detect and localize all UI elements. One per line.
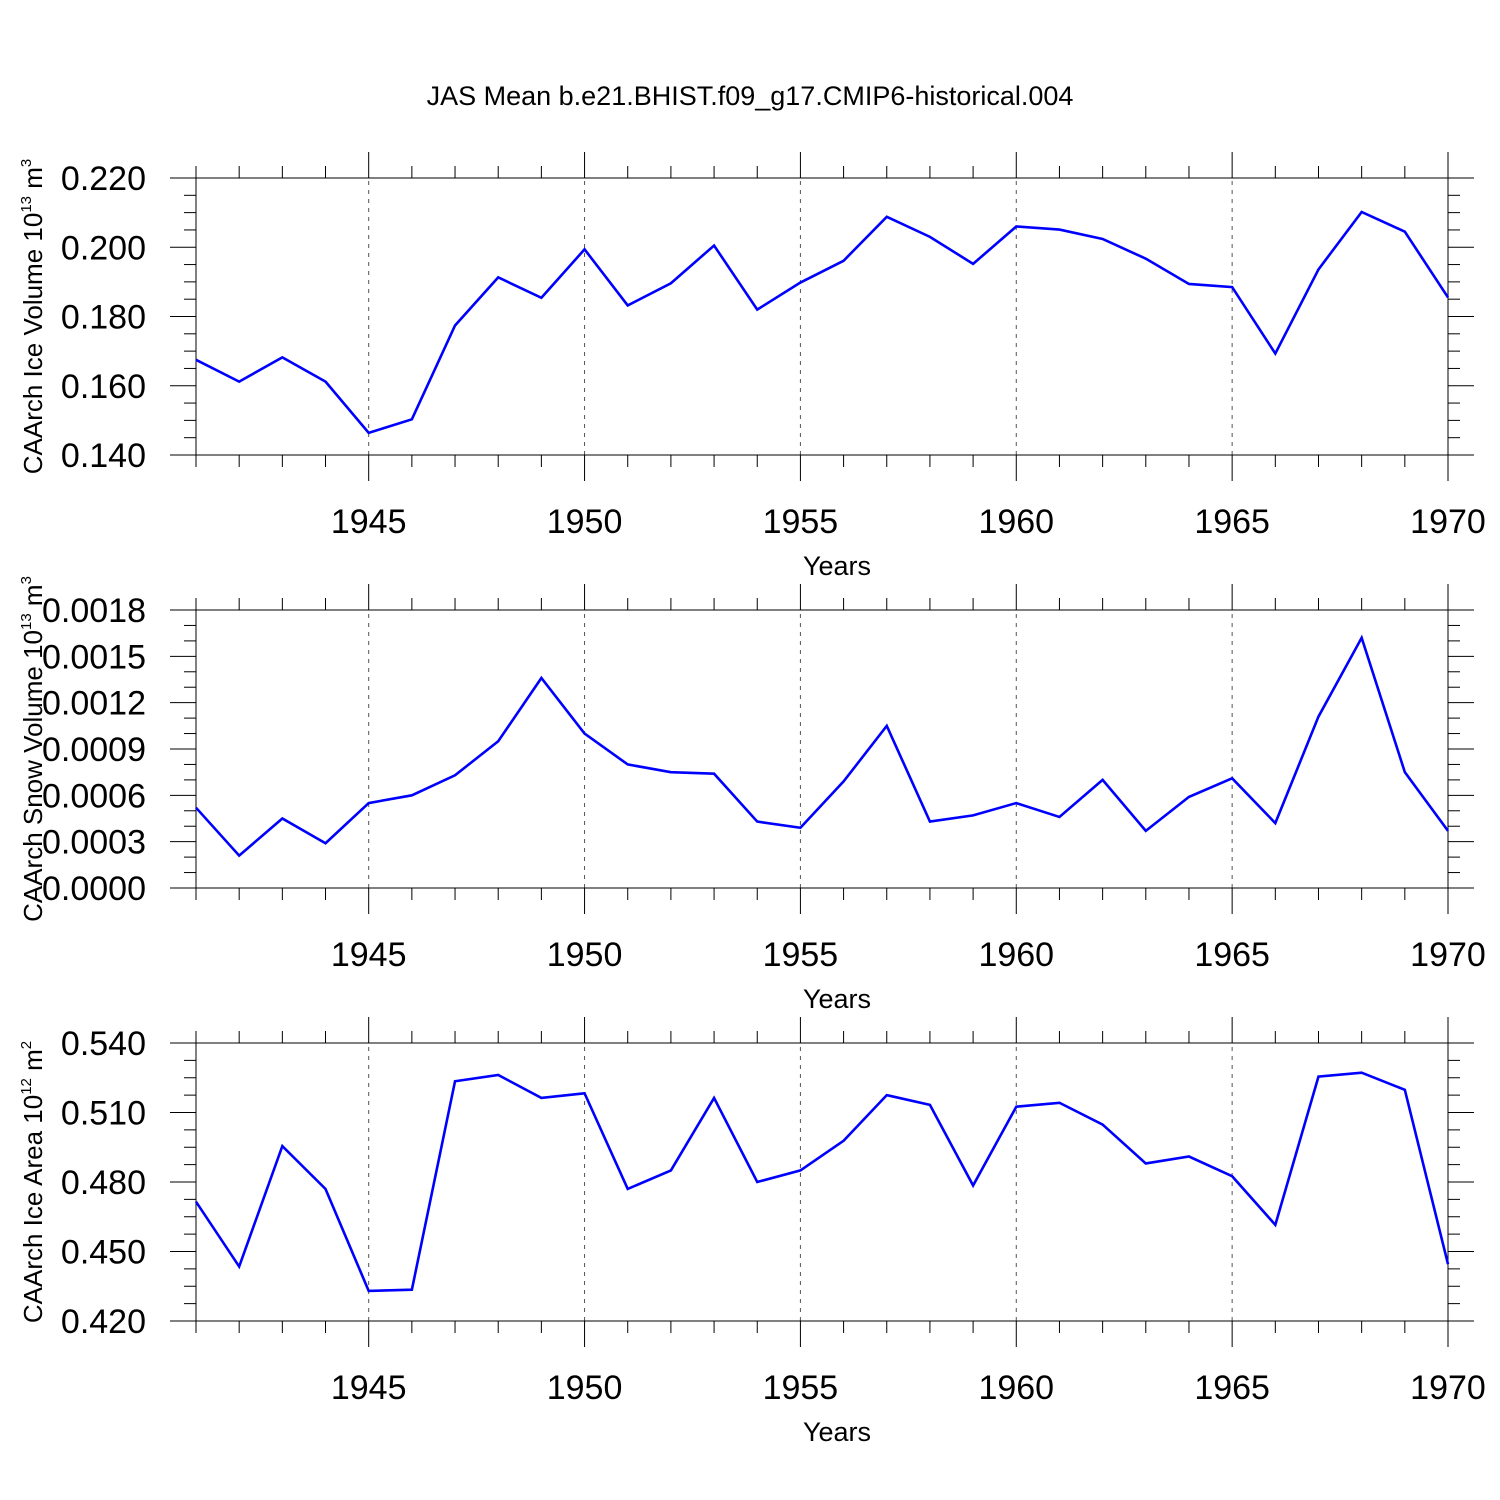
y-tick-label: 0.0012 bbox=[42, 685, 146, 723]
x-tick-label-1945: 1945 bbox=[331, 936, 407, 974]
x-tick-label-1970: 1970 bbox=[1410, 936, 1486, 974]
x-tick-label-1965: 1965 bbox=[1194, 936, 1270, 974]
panels: 1945 1950 1955 1960 1965 1970 0.140 0.160 0.180 0… bbox=[18, 152, 1486, 1447]
x-tick-label-1965: 1965 bbox=[1194, 1369, 1270, 1407]
y-tick-label: 0.140 bbox=[61, 437, 146, 475]
y-axis-label-unit-exponent: 3 bbox=[18, 576, 35, 584]
y-tick-label: 0.450 bbox=[61, 1234, 146, 1272]
y-axis-label-unit: m bbox=[18, 584, 48, 613]
x-tick-label-1950: 1950 bbox=[547, 503, 623, 541]
y-tick-label: 0.160 bbox=[61, 368, 146, 406]
y-axis-label: CAArch Ice Area 1012 m2 bbox=[18, 1041, 48, 1323]
x-axis-label: Years bbox=[803, 984, 871, 1014]
x-tick-label-1970: 1970 bbox=[1410, 503, 1486, 541]
y-axis-label: CAArch Snow Volume 1013 m3 bbox=[18, 576, 48, 922]
panel-1: 1945 1950 1955 1960 1965 1970 0.140 0.160 0.180 0… bbox=[18, 152, 1486, 581]
y-tick-label: 0.180 bbox=[61, 299, 146, 337]
series-line-1 bbox=[194, 1071, 1450, 1293]
y-axis-label: CAArch Ice Volume 1013 m3 bbox=[18, 159, 48, 475]
y-tick-label: 0.200 bbox=[61, 229, 146, 267]
y-axis-label-unit-exponent: 2 bbox=[18, 1041, 35, 1049]
x-tick-label-1960: 1960 bbox=[978, 936, 1054, 974]
x-axis-label: Years bbox=[803, 551, 871, 581]
y-axis-label-unit-exponent: 3 bbox=[18, 159, 35, 167]
x-tick-label-1965: 1965 bbox=[1194, 503, 1270, 541]
y-tick-label: 0.0000 bbox=[42, 870, 146, 908]
series-line-1 bbox=[195, 634, 1450, 858]
y-axis-label-text: CAArch Snow Volume 10 bbox=[18, 630, 48, 922]
panel-3: 1945 1950 1955 1960 1965 1970 0.420 0.450 0.480 0… bbox=[18, 1017, 1486, 1447]
x-tick-label-1945: 1945 bbox=[331, 503, 407, 541]
y-axis-label-unit: m bbox=[18, 1049, 48, 1078]
x-axis-label: Years bbox=[803, 1417, 871, 1447]
x-tick-label-1960: 1960 bbox=[978, 1369, 1054, 1407]
panel-2: 1945 1950 1955 1960 1965 1970 0.0000 0.0003 0.00… bbox=[18, 576, 1486, 1014]
x-tick-label-1970: 1970 bbox=[1410, 1369, 1486, 1407]
y-tick-label: 0.540 bbox=[61, 1025, 146, 1063]
y-tick-label: 0.420 bbox=[61, 1303, 146, 1341]
y-tick-label: 0.510 bbox=[61, 1095, 146, 1133]
x-tick-label-1945: 1945 bbox=[331, 1369, 407, 1407]
y-tick-label: 0.0006 bbox=[42, 777, 146, 815]
y-axis-label-text: CAArch Ice Area 10 bbox=[18, 1095, 48, 1323]
figure-title: JAS Mean b.e21.BHIST.f09_g17.CMIP6-histo… bbox=[427, 81, 1074, 111]
y-axis-label-exponent: 13 bbox=[18, 613, 35, 630]
y-axis-label-exponent: 12 bbox=[18, 1078, 35, 1095]
y-axis-label-text: CAArch Ice Volume 10 bbox=[18, 213, 48, 475]
x-tick-label-1950: 1950 bbox=[547, 936, 623, 974]
y-tick-label: 0.0018 bbox=[42, 592, 146, 630]
y-tick-label: 0.0015 bbox=[42, 638, 146, 676]
y-tick-label: 0.480 bbox=[61, 1164, 146, 1202]
y-tick-label: 0.0009 bbox=[42, 731, 146, 769]
x-tick-label-1955: 1955 bbox=[763, 936, 839, 974]
y-tick-label: 0.220 bbox=[61, 160, 146, 198]
x-tick-label-1950: 1950 bbox=[547, 1369, 623, 1407]
x-tick-label-1960: 1960 bbox=[978, 503, 1054, 541]
y-axis-label-exponent: 13 bbox=[18, 196, 35, 213]
y-tick-label: 0.0003 bbox=[42, 824, 146, 862]
y-axis-label-unit: m bbox=[18, 167, 48, 196]
x-tick-label-1955: 1955 bbox=[763, 503, 839, 541]
x-tick-label-1955: 1955 bbox=[763, 1369, 839, 1407]
series-line-1 bbox=[195, 210, 1450, 435]
